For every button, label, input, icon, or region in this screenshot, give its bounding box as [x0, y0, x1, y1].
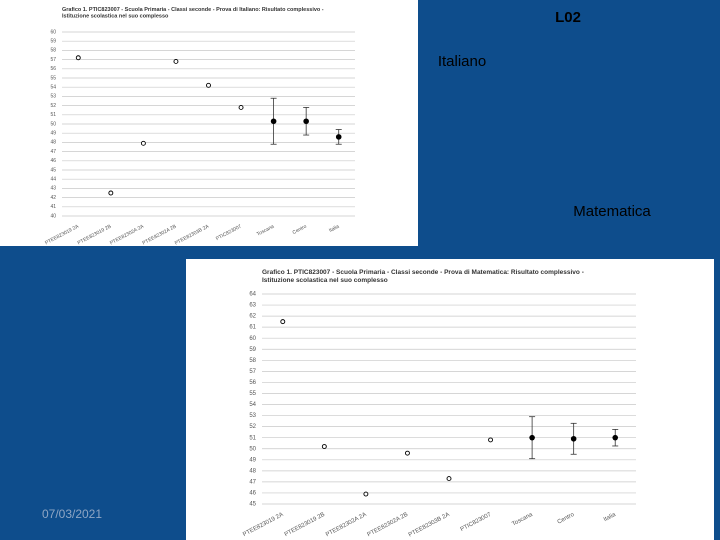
point — [363, 491, 369, 497]
y-tick-label: 60 — [249, 336, 256, 342]
y-tick-label: 58 — [249, 358, 256, 364]
y-tick-label: 46 — [50, 158, 56, 164]
y-tick-label: 42 — [50, 195, 56, 201]
y-tick-label: 59 — [50, 39, 56, 45]
point — [529, 434, 535, 441]
y-tick-label: 63 — [249, 303, 256, 309]
y-tick-label: 48 — [50, 140, 56, 146]
y-tick-label: 61 — [249, 325, 256, 331]
point — [612, 434, 619, 441]
y-tick-label: 58 — [50, 48, 56, 54]
y-tick-label: 55 — [50, 75, 56, 81]
point — [206, 82, 211, 88]
point — [488, 437, 494, 443]
point — [238, 104, 244, 110]
chart-title: Grafico 1. PTIC823007 - Scuola Primaria … — [262, 269, 584, 284]
y-tick-label: 64 — [249, 292, 256, 298]
y-tick-label: 57 — [249, 369, 256, 375]
y-tick-label: 54 — [249, 402, 256, 408]
y-tick-label: 53 — [50, 94, 56, 100]
subject-label: Matematica — [573, 203, 651, 220]
y-tick-label: 50 — [249, 446, 256, 452]
point — [173, 58, 179, 64]
point — [335, 134, 342, 140]
y-tick-label: 56 — [249, 380, 256, 386]
y-tick-label: 60 — [50, 29, 56, 35]
slide-code: L02 — [555, 9, 581, 26]
y-tick-label: 59 — [249, 347, 256, 353]
point — [108, 190, 114, 196]
slide-date: 07/03/2021 — [42, 507, 102, 521]
x-tick-label: Italia — [328, 224, 340, 234]
y-tick-label: 51 — [249, 435, 256, 441]
y-tick-label: 46 — [249, 491, 256, 497]
y-tick-label: 55 — [249, 391, 256, 397]
y-tick-label: 47 — [50, 149, 56, 155]
y-tick-label: 54 — [50, 85, 56, 91]
y-tick-label: 52 — [50, 103, 56, 109]
y-tick-label: 45 — [50, 167, 56, 173]
y-tick-label: 53 — [249, 413, 256, 419]
y-tick-label: 40 — [50, 213, 56, 219]
x-tick-label: Italia — [603, 512, 618, 524]
y-tick-label: 45 — [249, 502, 256, 508]
y-tick-label: 41 — [50, 204, 56, 210]
y-tick-label: 49 — [50, 131, 56, 137]
y-tick-label: 49 — [249, 457, 256, 463]
point — [446, 476, 452, 482]
chart-panel — [0, 0, 418, 246]
y-tick-label: 52 — [249, 424, 256, 430]
point — [270, 118, 277, 125]
point — [570, 435, 577, 442]
subject-label: Italiano — [438, 53, 486, 70]
y-tick-label: 51 — [50, 112, 56, 118]
y-tick-label: 48 — [249, 468, 256, 474]
point — [140, 140, 146, 146]
chart-panel — [186, 259, 714, 540]
point — [280, 319, 286, 325]
y-tick-label: 44 — [50, 177, 56, 183]
y-tick-label: 50 — [50, 121, 56, 127]
point — [321, 444, 327, 449]
y-tick-label: 62 — [249, 314, 256, 320]
chart-title: Grafico 1. PTIC823007 - Scuola Primaria … — [62, 7, 324, 20]
point — [404, 450, 410, 456]
y-tick-label: 43 — [50, 186, 56, 192]
y-tick-label: 56 — [50, 66, 56, 72]
point — [75, 55, 81, 61]
y-tick-label: 47 — [249, 479, 256, 485]
y-tick-label: 57 — [50, 57, 56, 63]
point — [303, 118, 309, 125]
